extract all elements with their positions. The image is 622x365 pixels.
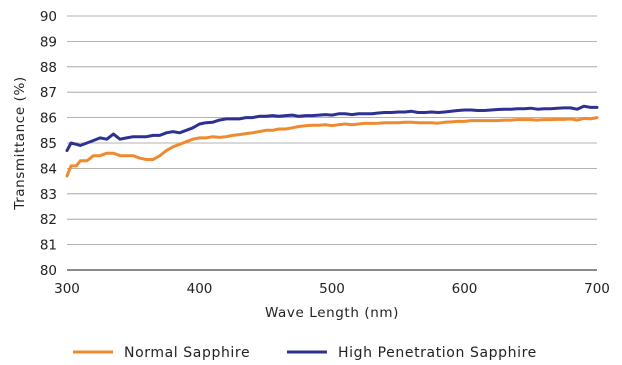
x-tick-label: 300	[54, 281, 80, 297]
y-tick-labels: 80 81 82 83 84 85 86 87 88 89 90	[40, 9, 57, 279]
y-tick-label: 83	[40, 187, 57, 203]
x-tick-label: 500	[319, 281, 345, 297]
x-tick-label: 600	[452, 281, 478, 297]
y-axis-title: Transmittance (%)	[12, 76, 28, 211]
gridlines	[67, 15, 597, 271]
x-tick-label: 400	[187, 281, 213, 297]
y-tick-label: 89	[40, 34, 57, 50]
y-tick-label: 88	[40, 60, 57, 76]
y-tick-label: 82	[40, 212, 57, 228]
y-tick-label: 81	[40, 238, 57, 254]
y-tick-label: 80	[40, 263, 57, 279]
legend-label: Normal Sapphire	[124, 345, 250, 361]
y-tick-label: 86	[40, 111, 57, 127]
x-tick-label: 700	[584, 281, 610, 297]
x-tick-labels: 300 400 500 600 700	[54, 281, 610, 297]
x-axis-title: Wave Length (nm)	[265, 305, 399, 321]
y-tick-label: 87	[40, 85, 57, 101]
series-lines	[65, 104, 599, 178]
series-line-normal-sapphire	[65, 116, 599, 178]
y-tick-label: 90	[40, 9, 57, 25]
series-line-high-penetration-sapphire	[65, 104, 599, 153]
y-tick-label: 84	[40, 161, 57, 177]
legend: Normal Sapphire High Penetration Sapphire	[73, 345, 537, 361]
y-tick-label: 85	[40, 136, 57, 152]
legend-label: High Penetration Sapphire	[338, 345, 537, 361]
